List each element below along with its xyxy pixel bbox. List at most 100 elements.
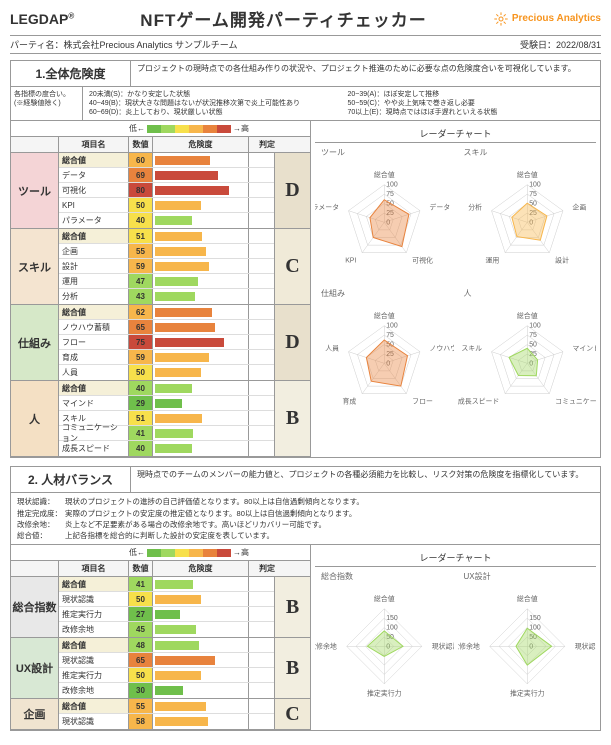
bar: [155, 338, 224, 347]
row-bar: [153, 274, 249, 288]
row-name: パラメータ: [59, 213, 129, 228]
svg-text:100: 100: [529, 323, 541, 330]
row-value: 62: [129, 305, 153, 319]
row-bar: [153, 699, 249, 713]
row-name: KPI: [59, 198, 129, 212]
grade: C: [274, 229, 310, 304]
grade: C: [274, 699, 310, 729]
bar: [155, 232, 202, 241]
table-row: 総合値60: [59, 153, 274, 168]
row-name: 分析: [59, 289, 129, 304]
table-row: 総合値48: [59, 638, 274, 653]
legend: 各指標の度合い。(※経験値除く) 20未満(S)：かなり安定した状態 40~49…: [11, 87, 600, 121]
table-row: 育成59: [59, 350, 274, 365]
row-name: 運用: [59, 274, 129, 288]
row-bar: [153, 289, 249, 304]
page-title: NFTゲーム開発パーティチェッカー: [140, 6, 427, 31]
svg-text:100: 100: [529, 182, 541, 189]
row-bar: [153, 592, 249, 606]
radar-area-2: レーダーチャート 総合指数501001500総合値現状認識推定実行力改修余地UX…: [311, 545, 600, 730]
table-row: 改修余地30: [59, 683, 274, 698]
svg-text:ノウハウ蓄積: ノウハウ蓄積: [429, 344, 453, 353]
svg-text:企画: 企画: [572, 203, 586, 212]
row-value: 59: [129, 350, 153, 364]
row-bar: [153, 607, 249, 621]
grade: B: [274, 638, 310, 698]
group-name: ツール: [11, 153, 59, 228]
table-row: 改修余地45: [59, 622, 274, 637]
row-value: 43: [129, 289, 153, 304]
bar: [155, 247, 206, 256]
row-bar: [153, 198, 249, 212]
radar-title: 人: [458, 288, 597, 299]
row-name: コミュニケーション: [59, 426, 129, 440]
table-area-2: 低← →高 項目名 数値 危険度 判定 総合指数総合値41現状認識50推定実行力…: [11, 545, 311, 730]
table-row: 総合値41: [59, 577, 274, 592]
radar-chart: 総合指数501001500総合値現状認識推定実行力改修余地: [315, 571, 454, 708]
row-name: 現状認識: [59, 714, 129, 729]
bar: [155, 353, 209, 362]
svg-text:100: 100: [386, 182, 398, 189]
row-value: 41: [129, 577, 153, 591]
table-row: 現状認識65: [59, 653, 274, 668]
row-name: 総合値: [59, 153, 129, 167]
row-name: マインド: [59, 396, 129, 410]
svg-text:パラメータ: パラメータ: [315, 203, 339, 212]
svg-text:75: 75: [529, 332, 537, 339]
row-name: 総合値: [59, 381, 129, 395]
svg-text:人員: 人員: [325, 345, 339, 353]
risk-scale-2: 低← →高: [11, 545, 310, 560]
row-value: 59: [129, 259, 153, 273]
note-row: 改修余地：炎上など不足要素がある場合の改修余地です。高いほどリカバリー可能です。: [17, 519, 594, 530]
table-row: 運用47: [59, 274, 274, 289]
group: ツール総合値60データ69可視化80KPI50パラメータ40D: [11, 153, 310, 229]
section-2: 2. 人材バランス 現時点でのチームのメンバーの能力値と、プロジェクトの各種必須…: [10, 466, 601, 731]
row-name: 総合値: [59, 229, 129, 243]
row-bar: [153, 381, 249, 395]
svg-text:KPI: KPI: [345, 258, 356, 265]
grade: B: [274, 381, 310, 456]
row-value: 45: [129, 622, 153, 637]
table-row: 成長スピード40: [59, 441, 274, 456]
row-name: 企画: [59, 244, 129, 258]
bar: [155, 641, 199, 650]
row-bar: [153, 153, 249, 167]
group: スキル総合値51企画55設計59運用47分析43 C: [11, 229, 310, 305]
row-value: 30: [129, 683, 153, 698]
table-row: 総合値40: [59, 381, 274, 396]
bar: [155, 368, 201, 377]
row-value: 51: [129, 229, 153, 243]
row-name: 成長スピード: [59, 441, 129, 456]
row-value: 55: [129, 244, 153, 258]
svg-text:75: 75: [386, 332, 394, 339]
note-label: 改修余地：: [17, 519, 65, 530]
row-bar: [153, 183, 249, 197]
row-name: 総合値: [59, 305, 129, 319]
radar-title: ツール: [315, 147, 454, 158]
table-header: 項目名 数値 危険度 判定: [11, 136, 310, 153]
row-name: フロー: [59, 335, 129, 349]
svg-text:総合値: 総合値: [374, 311, 395, 320]
svg-text:運用: 運用: [485, 256, 499, 265]
note-text: 現状のプロジェクトの進捗の自己評価値となります。80以上は自信過剰傾向となります…: [65, 496, 364, 507]
bar: [155, 414, 202, 423]
row-value: 69: [129, 168, 153, 182]
row-value: 50: [129, 592, 153, 606]
table-row: 総合値55: [59, 699, 274, 714]
row-value: 58: [129, 714, 153, 729]
row-name: 人員: [59, 365, 129, 380]
table-row: 設計59: [59, 259, 274, 274]
table-row: データ69: [59, 168, 274, 183]
row-bar: [153, 213, 249, 228]
row-name: 可視化: [59, 183, 129, 197]
svg-text:改修余地: 改修余地: [458, 642, 480, 651]
group-name: スキル: [11, 229, 59, 304]
bar: [155, 610, 180, 619]
svg-text:分析: 分析: [468, 203, 482, 212]
row-bar: [153, 668, 249, 682]
row-bar: [153, 577, 249, 591]
row-name: 育成: [59, 350, 129, 364]
group-name: 総合指数: [11, 577, 59, 637]
note-label: 現状認識：: [17, 496, 65, 507]
bar: [155, 262, 209, 271]
